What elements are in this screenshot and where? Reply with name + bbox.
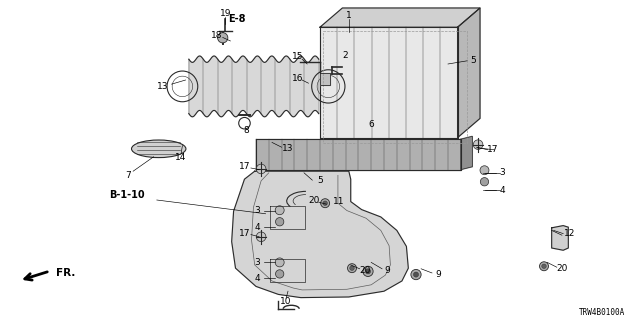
- Polygon shape: [232, 171, 408, 298]
- Circle shape: [256, 232, 266, 242]
- Text: 4: 4: [255, 223, 260, 232]
- Text: 17: 17: [239, 162, 250, 171]
- Circle shape: [321, 199, 330, 208]
- Text: 3: 3: [255, 258, 260, 267]
- Text: 17: 17: [487, 145, 499, 154]
- Text: 8: 8: [243, 126, 248, 135]
- Polygon shape: [461, 136, 472, 170]
- Text: B-1-10: B-1-10: [109, 189, 145, 200]
- Text: 13: 13: [157, 82, 169, 91]
- Text: 12: 12: [564, 229, 575, 238]
- Circle shape: [413, 272, 419, 277]
- Circle shape: [275, 270, 284, 278]
- Text: 15: 15: [292, 52, 303, 61]
- Text: 6: 6: [369, 120, 374, 129]
- Circle shape: [275, 218, 284, 226]
- Ellipse shape: [132, 140, 186, 158]
- Text: TRW4B0100A: TRW4B0100A: [579, 308, 625, 317]
- Text: 9: 9: [436, 270, 441, 279]
- Circle shape: [348, 264, 356, 273]
- Text: 4: 4: [255, 274, 260, 283]
- Circle shape: [365, 269, 371, 274]
- Text: 13: 13: [282, 144, 294, 153]
- Polygon shape: [320, 27, 458, 138]
- Text: 14: 14: [175, 153, 187, 162]
- Polygon shape: [458, 8, 480, 138]
- Circle shape: [275, 206, 284, 215]
- Text: 1: 1: [346, 11, 351, 20]
- Circle shape: [480, 166, 489, 175]
- Circle shape: [411, 269, 421, 280]
- Text: 20: 20: [308, 196, 319, 205]
- Circle shape: [474, 140, 483, 149]
- Text: 19: 19: [220, 9, 231, 18]
- Text: 17: 17: [239, 229, 250, 238]
- Text: E-8: E-8: [228, 13, 246, 24]
- Text: 20: 20: [359, 266, 371, 275]
- Text: 20: 20: [556, 264, 568, 273]
- Text: 11: 11: [333, 197, 345, 206]
- Circle shape: [323, 201, 328, 205]
- Text: 3: 3: [500, 168, 505, 177]
- Text: 2: 2: [343, 52, 348, 60]
- Text: FR.: FR.: [56, 268, 76, 278]
- Circle shape: [363, 266, 373, 276]
- Text: 4: 4: [500, 186, 505, 195]
- Text: 5: 5: [317, 176, 323, 185]
- Text: 18: 18: [211, 31, 222, 40]
- Text: 5: 5: [471, 56, 476, 65]
- Circle shape: [480, 178, 489, 186]
- Polygon shape: [552, 226, 568, 250]
- Text: 3: 3: [255, 206, 260, 215]
- Circle shape: [275, 258, 284, 267]
- Text: 9: 9: [385, 266, 390, 275]
- Circle shape: [218, 33, 228, 43]
- Polygon shape: [320, 8, 480, 27]
- Text: 10: 10: [280, 297, 292, 306]
- Circle shape: [541, 264, 547, 268]
- Polygon shape: [320, 73, 330, 85]
- Text: 16: 16: [292, 74, 303, 83]
- Text: 7: 7: [125, 171, 131, 180]
- Polygon shape: [256, 139, 461, 170]
- Circle shape: [540, 262, 548, 271]
- Circle shape: [256, 164, 266, 174]
- Polygon shape: [189, 56, 319, 117]
- Circle shape: [349, 266, 355, 270]
